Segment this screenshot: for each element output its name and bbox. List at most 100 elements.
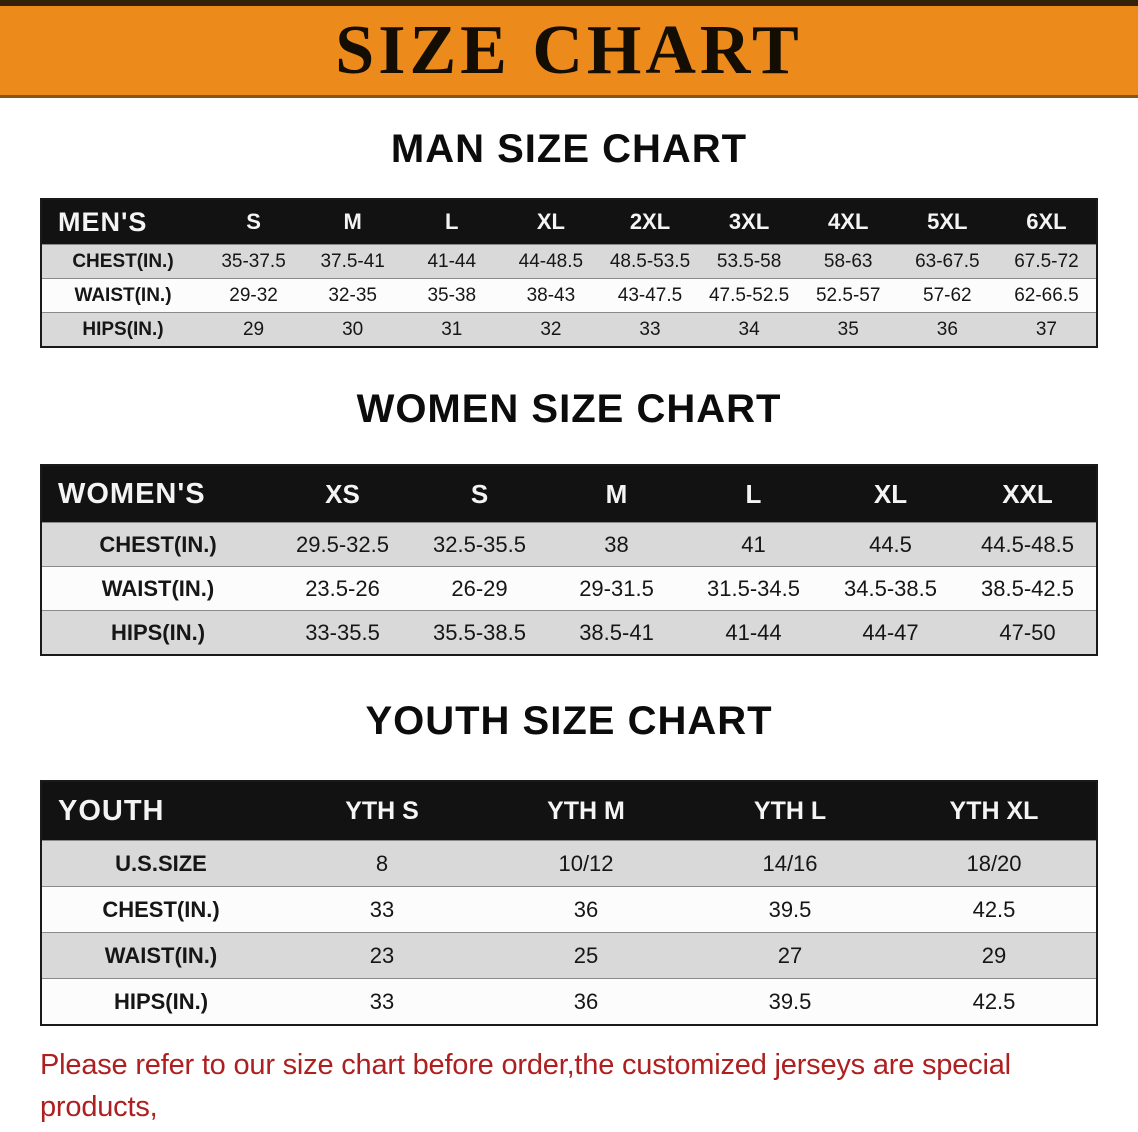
size-value-cell: 30	[342, 318, 364, 340]
size-value-cell: 35.5-38.5	[433, 619, 526, 645]
size-value-cell: 44.5	[869, 531, 912, 557]
size-value-cell: 33-35.5	[305, 619, 380, 645]
size-value-cell: 44-48.5	[518, 250, 584, 272]
size-value-cell: 25	[573, 942, 599, 968]
row-label: WAIST(IN.)	[74, 284, 172, 306]
size-value-cell: 32	[540, 318, 562, 340]
row-label: HIPS(IN.)	[82, 318, 164, 340]
row-label: U.S.SIZE	[115, 850, 207, 876]
table-header-row: WOMEN'S XS S M L XL XXL	[42, 466, 1096, 522]
men-section-heading: MAN SIZE CHART	[390, 127, 748, 171]
size-header-cell: S	[246, 209, 261, 234]
size-header-cell: M	[605, 478, 628, 509]
women-size-table: WOMEN'S XS S M L XL XXL CHEST(IN.) 29.5-32.5 32.5…	[40, 464, 1098, 656]
size-value-cell: 41	[741, 531, 766, 557]
size-value-cell: 48.5-53.5	[609, 250, 691, 272]
measurement-row: WAIST(IN.) 29-32 32-35 35-38 38-43 43-47.5 47.…	[42, 278, 1096, 312]
size-header-cell: 3XL	[728, 209, 770, 234]
size-header-cell: XL	[536, 209, 565, 234]
size-header-cell: L	[745, 478, 762, 509]
size-value-cell: 47-50	[999, 619, 1056, 645]
size-value-cell: 36	[936, 318, 958, 340]
size-value-cell: 47.5-52.5	[708, 284, 790, 306]
size-value-cell: 31.5-34.5	[707, 575, 800, 601]
size-header-cell: XS	[325, 478, 360, 509]
size-header-cell: S	[470, 478, 489, 509]
size-value-cell: 33	[369, 896, 395, 922]
size-value-cell: 27	[777, 942, 803, 968]
measurement-row: CHEST(IN.) 33 36 39.5 42.5	[42, 886, 1096, 932]
size-value-cell: 18/20	[966, 850, 1022, 876]
size-header-cell: YTH S	[345, 796, 419, 825]
size-value-cell: 42.5	[972, 988, 1016, 1014]
table-title: YOUTH	[58, 794, 165, 827]
measurement-row: HIPS(IN.) 33 36 39.5 42.5	[42, 978, 1096, 1024]
row-label: HIPS(IN.)	[110, 619, 206, 645]
measurement-row: WAIST(IN.) 23 25 27 29	[42, 932, 1096, 978]
row-label: CHEST(IN.)	[99, 531, 217, 557]
row-label: WAIST(IN.)	[104, 942, 218, 968]
size-header-cell: YTH M	[547, 796, 625, 825]
measurement-row: HIPS(IN.) 33-35.5 35.5-38.5 38.5-41 41-44 44-…	[42, 610, 1096, 654]
notice-line-1: Please refer to our size chart before or…	[40, 1049, 1011, 1123]
women-section-heading: WOMEN SIZE CHART	[356, 387, 782, 431]
size-value-cell: 26-29	[451, 575, 508, 601]
measurement-row: HIPS(IN.) 29 30 31 32 33 34 35 36 37	[42, 312, 1096, 346]
youth-size-table: YOUTH YTH S YTH M YTH L YTH XL U.S.SIZE 8 10/12…	[40, 780, 1098, 1026]
size-value-cell: 33	[639, 318, 661, 340]
size-value-cell: 39.5	[768, 896, 812, 922]
table-header-row: MEN'S S M L XL 2XL 3XL 4XL 5XL 6XL	[42, 200, 1096, 244]
size-value-cell: 23	[369, 942, 395, 968]
size-value-cell: 37.5-41	[320, 250, 385, 272]
size-value-cell: 14/16	[762, 850, 818, 876]
size-value-cell: 41-44	[725, 619, 782, 645]
size-value-cell: 29.5-32.5	[296, 531, 389, 557]
notice-line-2: we don't accept cancel, change, teturn o…	[40, 1128, 1100, 1132]
size-value-cell: 39.5	[768, 988, 812, 1014]
size-value-cell: 62-66.5	[1014, 284, 1079, 306]
banner: SIZE CHART	[0, 0, 1138, 98]
size-value-cell: 23.5-26	[305, 575, 380, 601]
youth-section: YOUTH SIZE CHART YOUTH YTH S YTH M YTH L YTH…	[0, 698, 1138, 1026]
size-value-cell: 29	[242, 318, 265, 340]
size-value-cell: 29-32	[229, 284, 278, 306]
size-header-cell: M	[343, 209, 362, 234]
size-value-cell: 36	[573, 988, 599, 1014]
size-value-cell: 34.5-38.5	[844, 575, 937, 601]
table-title: MEN'S	[58, 206, 148, 237]
size-value-cell: 8	[375, 850, 389, 876]
men-section: MAN SIZE CHART MEN'S S M L XL 2XL 3XL 4XL 5XL 6XL…	[0, 126, 1138, 348]
size-header-cell: 6XL	[1026, 209, 1067, 234]
measurement-row: CHEST(IN.) 29.5-32.5 32.5-35.5 38 41 44.5 44.5…	[42, 522, 1096, 566]
size-value-cell: 36	[573, 896, 599, 922]
size-value-cell: 57-62	[923, 284, 972, 306]
size-value-cell: 38.5-41	[579, 619, 654, 645]
size-value-cell: 10/12	[558, 850, 614, 876]
size-value-cell: 32.5-35.5	[433, 531, 526, 557]
size-value-cell: 32-35	[328, 284, 377, 306]
size-value-cell: 41-44	[427, 250, 477, 272]
size-header-cell: YTH XL	[949, 796, 1039, 825]
youth-section-heading: YOUTH SIZE CHART	[365, 699, 773, 743]
size-value-cell: 42.5	[972, 896, 1016, 922]
order-notice: Please refer to our size chart before or…	[40, 1044, 1100, 1132]
women-section: WOMEN SIZE CHART WOMEN'S XS S M L XL XXL CHEST(…	[0, 386, 1138, 656]
size-header-cell: 2XL	[629, 209, 671, 234]
size-value-cell: 29-31.5	[579, 575, 654, 601]
row-label: CHEST(IN.)	[72, 250, 174, 272]
size-value-cell: 38-43	[526, 284, 576, 306]
size-value-cell: 35-38	[427, 284, 477, 306]
measurement-row: WAIST(IN.) 23.5-26 26-29 29-31.5 31.5-34.5 34…	[42, 566, 1096, 610]
size-header-cell: L	[445, 209, 459, 234]
size-header-cell: 4XL	[828, 209, 869, 234]
measurement-row: U.S.SIZE 8 10/12 14/16 18/20	[42, 840, 1096, 886]
size-value-cell: 35	[837, 318, 859, 340]
row-label: WAIST(IN.)	[101, 575, 215, 601]
banner-title: SIZE CHART	[335, 11, 803, 89]
size-value-cell: 58-63	[823, 250, 873, 272]
size-value-cell: 52.5-57	[815, 284, 881, 306]
table-title: WOMEN'S	[58, 477, 206, 510]
size-value-cell: 33	[369, 988, 395, 1014]
size-value-cell: 53.5-58	[716, 250, 782, 272]
row-label: HIPS(IN.)	[113, 988, 209, 1014]
